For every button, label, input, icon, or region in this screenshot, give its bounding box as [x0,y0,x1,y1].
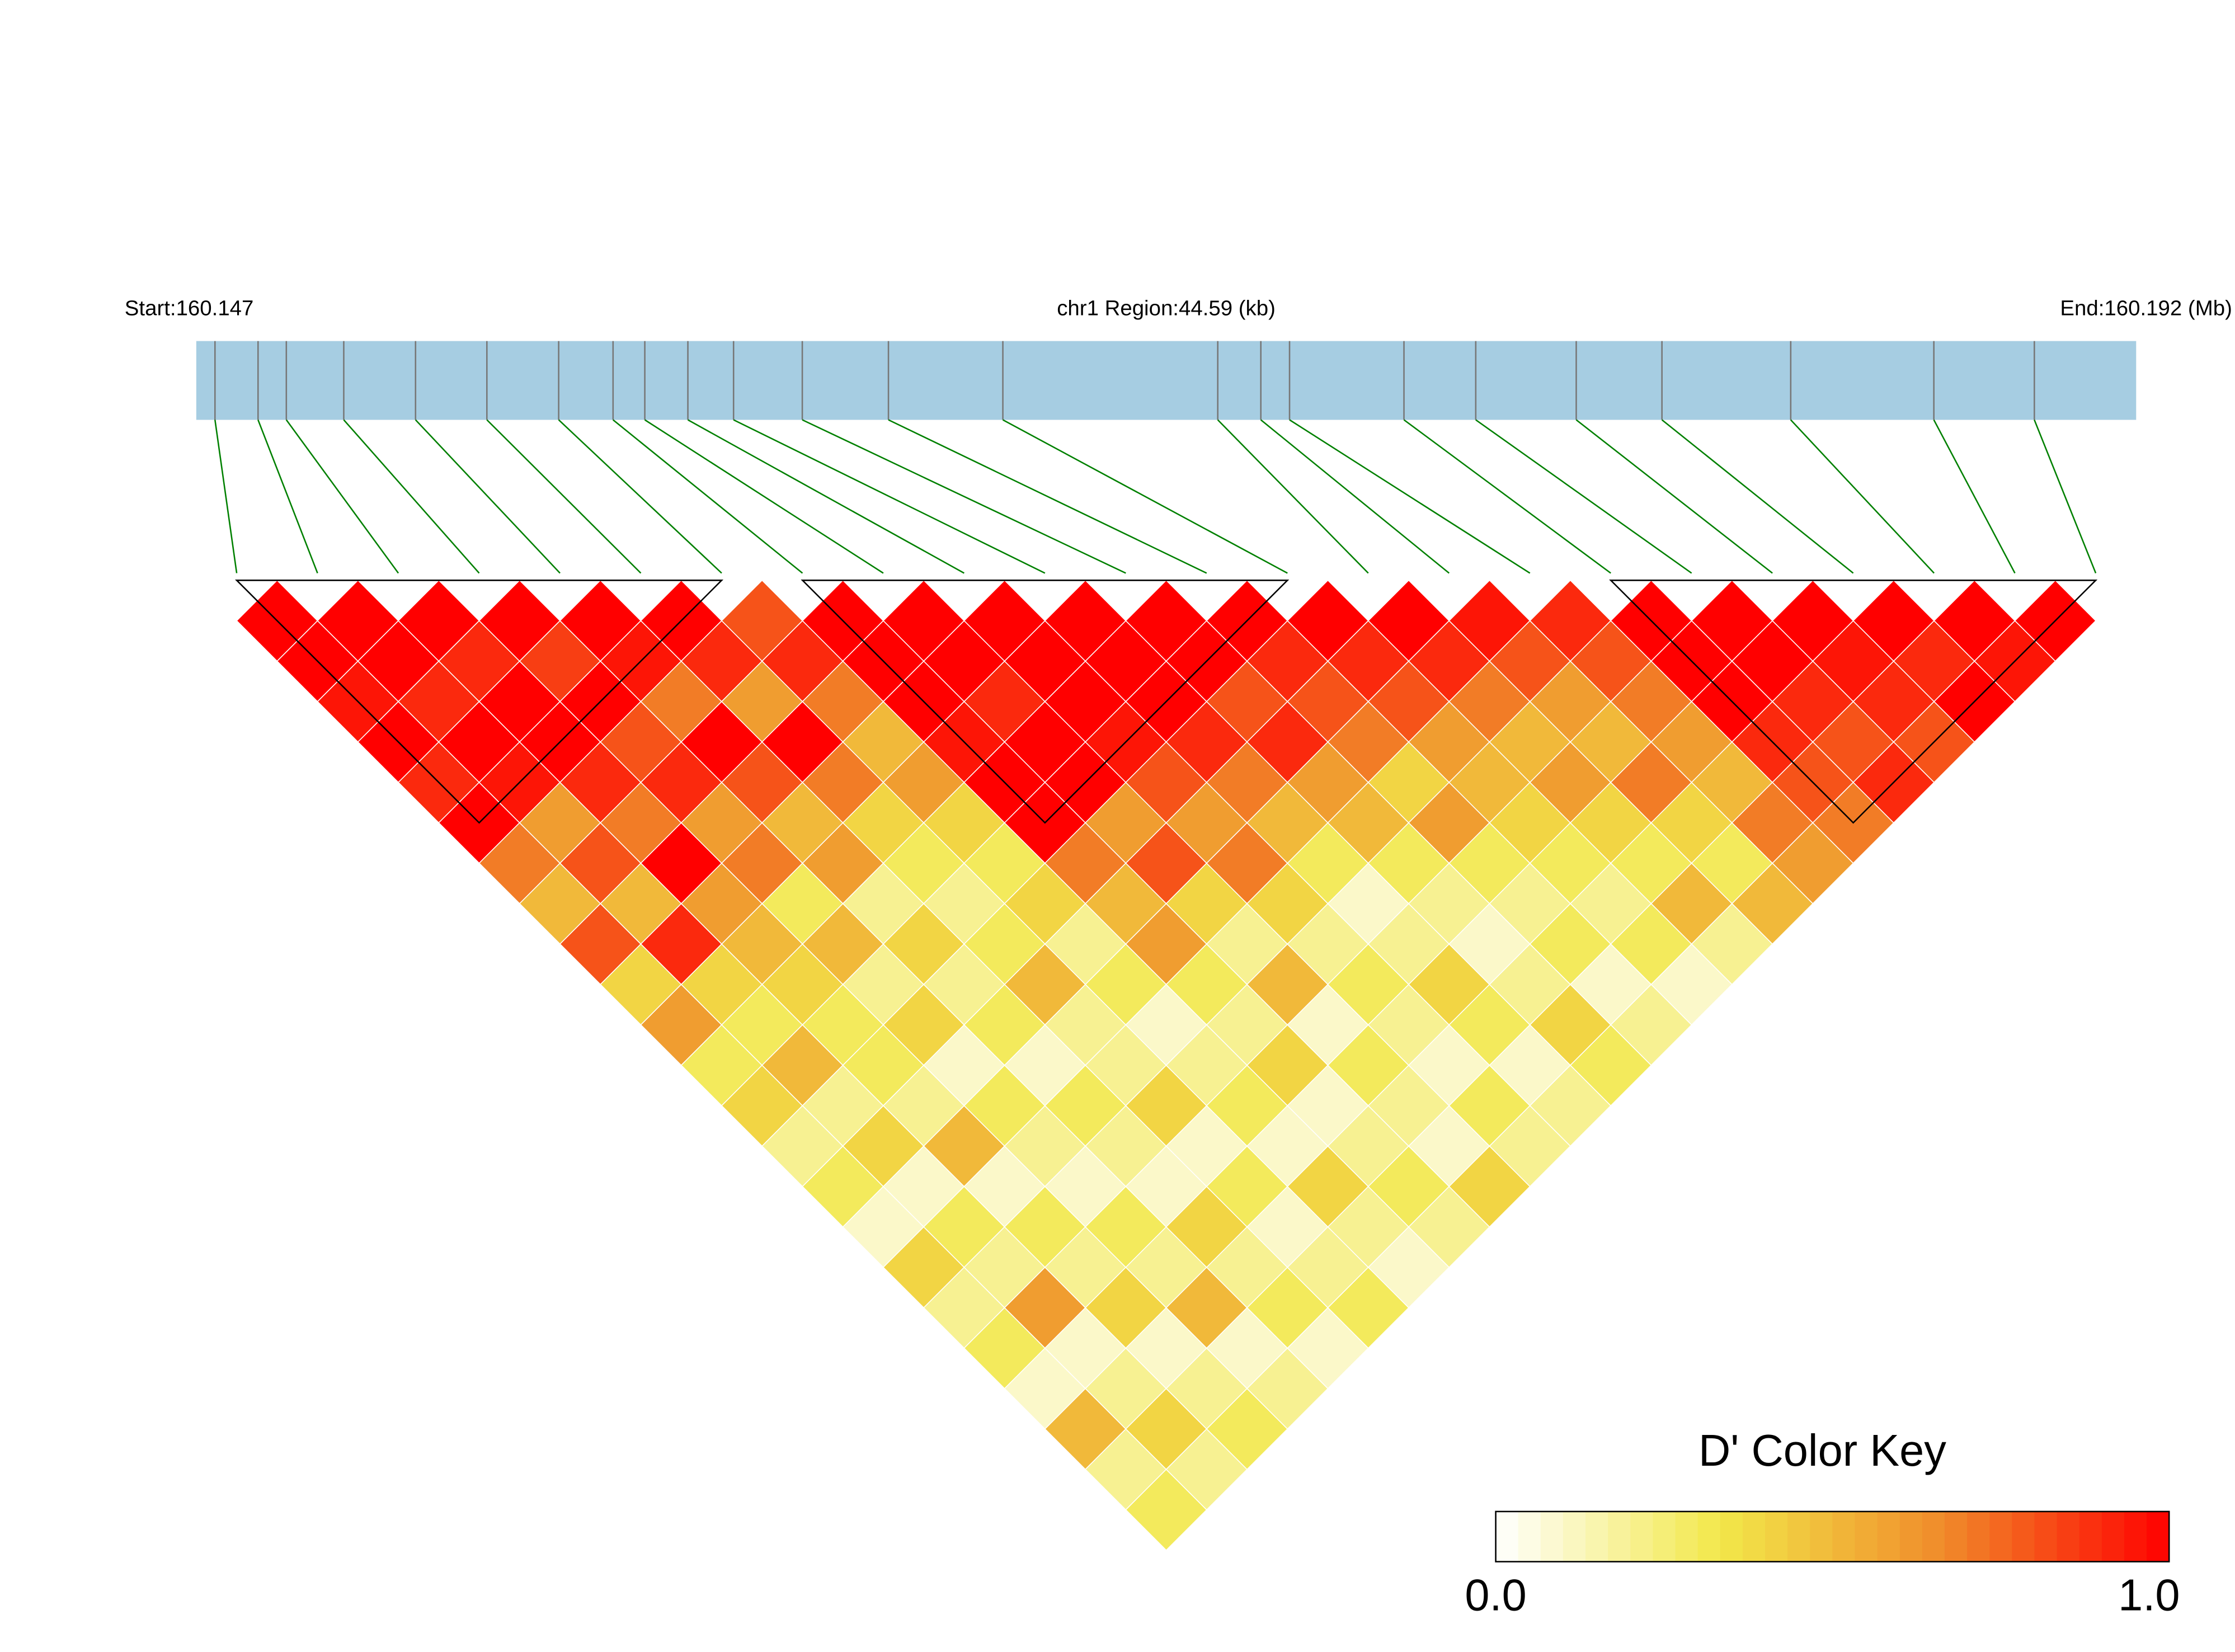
snp-connector [257,420,318,573]
snp-connector [888,419,1207,574]
snp-connector [1475,419,1692,574]
key-swatch [1877,1511,1901,1562]
snp-connector [1933,419,2016,574]
key-swatch [1944,1511,1968,1562]
snp-connector [1661,419,1854,574]
key-swatch [1675,1511,1698,1562]
key-swatch [2034,1511,2058,1562]
key-swatch [1630,1511,1654,1562]
key-swatch [2012,1511,2035,1562]
key-swatch [1989,1511,2013,1562]
key-max-label: 1.0 [2118,1570,2180,1620]
key-swatch [1810,1511,1833,1562]
snp-connector [613,419,803,574]
snp-connector [733,419,1046,574]
key-swatch [1720,1511,1744,1562]
key-swatch [1563,1511,1587,1562]
snp-connector [1289,419,1531,574]
snp-connector [1575,419,1773,574]
ld-block [1609,580,2098,824]
snp-connector [1217,419,1369,574]
snp-connector [1002,419,1288,574]
key-swatch [1832,1511,1856,1562]
key-swatch [1899,1511,1923,1562]
snp-connector [343,419,480,574]
key-min-label: 0.0 [1465,1570,1526,1620]
key-swatch [1967,1511,1991,1562]
key-swatch [1495,1511,1519,1562]
ld-block [234,580,724,824]
key-swatch [1518,1511,1542,1562]
key-swatch [1585,1511,1609,1562]
snp-connector [486,419,642,574]
key-frame [1495,1510,2170,1562]
key-swatch [2101,1511,2125,1562]
snp-connector [558,419,722,574]
key-swatch [1787,1511,1811,1562]
key-swatch [1922,1511,1946,1562]
region-label: chr1 Region:44.59 (kb) [1057,296,1276,321]
key-swatch [1608,1511,1631,1562]
snp-connector [2034,420,2097,573]
snp-connector [1790,419,1935,574]
key-swatch [1697,1511,1721,1562]
key-swatch [1742,1511,1766,1562]
key-title: D' Color Key [1698,1425,1946,1475]
key-swatch [2147,1511,2170,1562]
key-swatch [1855,1511,1878,1562]
start-label: Start:160.147 [125,296,254,321]
key-swatch [1540,1511,1564,1562]
snp-connector [687,419,964,574]
snp-connector [802,419,1126,574]
snp-connector [214,420,238,573]
snp-connector [285,419,399,574]
snp-connector [1260,419,1450,574]
snp-track [196,341,2137,420]
ld-block [801,580,1290,824]
key-swatch [1765,1511,1789,1562]
key-swatch [1653,1511,1676,1562]
key-swatch [2057,1511,2080,1562]
key-swatch [2124,1511,2148,1562]
snp-connector [1403,419,1611,574]
snp-connector [644,419,884,574]
end-label: End:160.192 (Mb) [2060,296,2232,321]
snp-connector [415,419,561,574]
key-swatch [2079,1511,2103,1562]
